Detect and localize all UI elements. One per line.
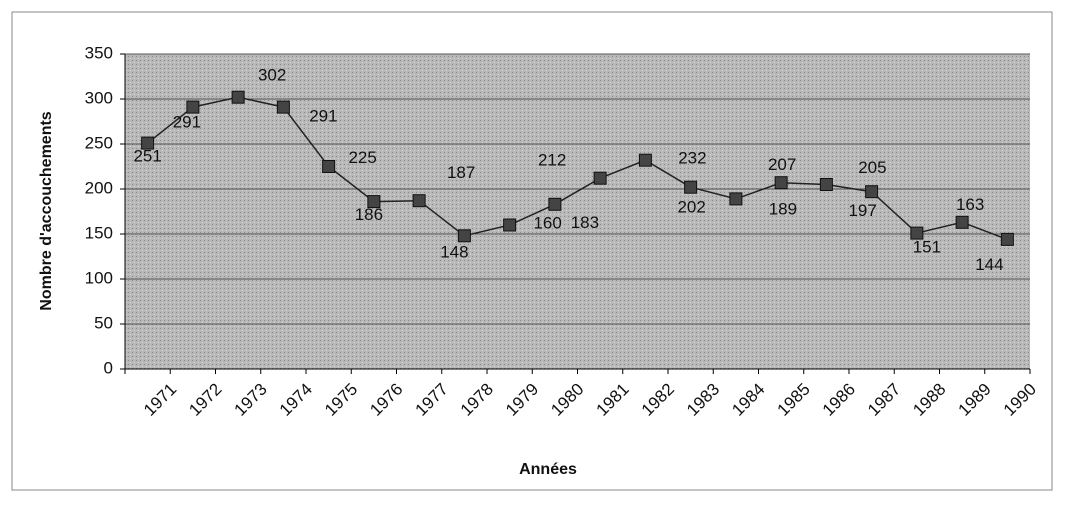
marker: [186, 100, 200, 114]
marker: [1000, 232, 1014, 246]
marker: [865, 185, 879, 199]
marker: [910, 226, 924, 240]
marker: [231, 90, 245, 104]
y-tick-label: 0: [104, 358, 113, 377]
marker: [548, 197, 562, 211]
x-axis-title: Années: [519, 461, 577, 478]
y-tick-label: 350: [85, 43, 113, 62]
data-label: 207: [768, 155, 796, 174]
data-label: 291: [309, 107, 337, 126]
data-label: 163: [956, 195, 984, 214]
marker: [684, 180, 698, 194]
plot-area: [125, 54, 1030, 369]
marker: [322, 160, 336, 173]
y-tick-label: 200: [85, 178, 113, 197]
data-label: 212: [538, 151, 566, 170]
data-label: 183: [571, 213, 599, 232]
marker: [729, 192, 743, 206]
data-label: 225: [348, 148, 376, 167]
data-label: 189: [769, 199, 797, 218]
y-tick-label: 150: [85, 223, 113, 242]
y-axis-title: Nombre d'accouchements: [38, 111, 55, 311]
marker: [276, 100, 290, 114]
line: [147, 96, 1008, 241]
marker: [819, 178, 833, 191]
marker: [367, 195, 381, 209]
marker: [141, 136, 155, 150]
data-label: 251: [133, 147, 161, 166]
data-label: 187: [447, 163, 475, 182]
data-label: 205: [858, 158, 886, 177]
data-label: 302: [258, 66, 286, 85]
marker: [955, 215, 969, 229]
y-tick-label: 250: [85, 133, 113, 152]
marker: [412, 194, 426, 208]
data-label: 232: [678, 149, 706, 168]
marker: [457, 229, 471, 243]
marker: [638, 153, 652, 167]
marker: [774, 176, 788, 190]
data-label: 144: [975, 255, 1003, 274]
y-tick-label: 100: [85, 268, 113, 287]
data-label: 197: [848, 201, 876, 220]
y-tick-label: 300: [85, 88, 113, 107]
data-label: 160: [533, 213, 561, 232]
y-tick-label: 50: [94, 313, 113, 332]
data-label: 186: [355, 205, 383, 224]
marker: [503, 218, 517, 232]
data-label: 151: [913, 238, 941, 257]
data-label: 291: [173, 113, 201, 132]
marker: [593, 171, 607, 185]
data-label: 202: [677, 198, 705, 217]
data-label: 148: [440, 242, 468, 261]
